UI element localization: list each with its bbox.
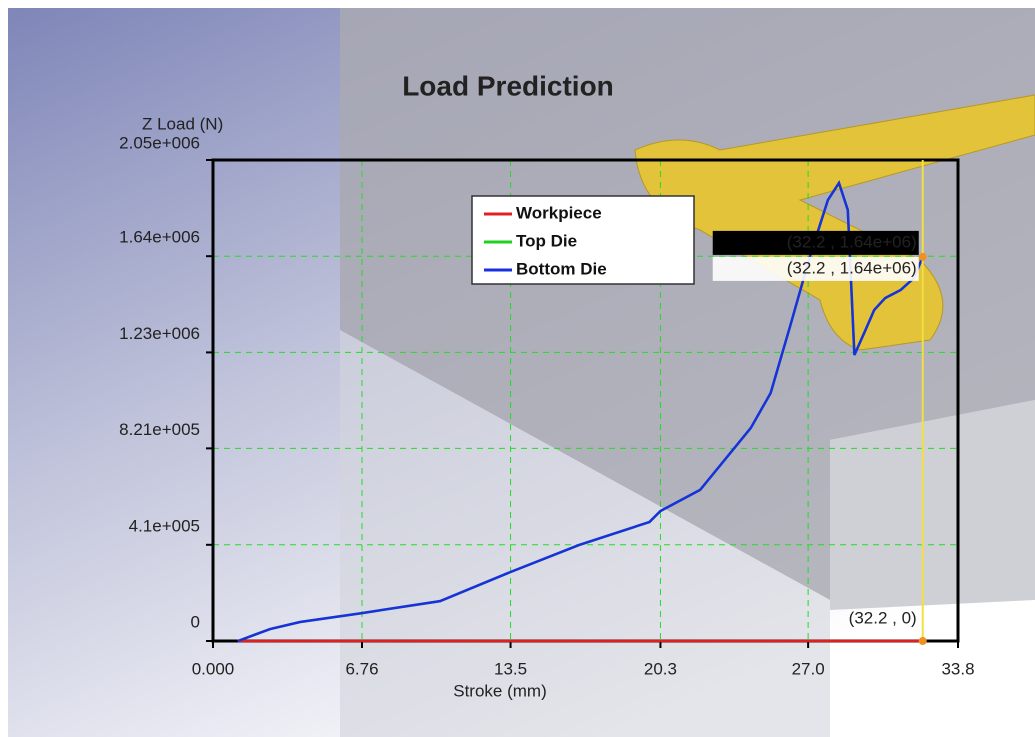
cursor-label: (32.2 , 0) xyxy=(849,608,917,627)
x-tick-label: 0.000 xyxy=(192,659,235,678)
y-tick-label: 2.05e+006 xyxy=(119,133,200,152)
y-tick-label: 4.1e+005 xyxy=(129,516,200,535)
x-tick-label: 13.5 xyxy=(494,659,527,678)
x-tick-label: 6.76 xyxy=(345,659,378,678)
chart-title: Load Prediction xyxy=(402,70,614,101)
x-tick-label: 27.0 xyxy=(792,659,825,678)
cursor-point xyxy=(919,253,927,261)
legend-label: Top Die xyxy=(516,231,577,250)
y-tick-label: 1.23e+006 xyxy=(119,324,200,343)
y-tick-label: 1.64e+006 xyxy=(119,228,200,247)
x-tick-label: 20.3 xyxy=(644,659,677,678)
x-axis-label: Stroke (mm) xyxy=(453,681,547,700)
y-tick-label: 0 xyxy=(191,612,200,631)
x-tick-label: 33.8 xyxy=(941,659,974,678)
legend-label: Workpiece xyxy=(516,203,602,222)
y-axis-label: Z Load (N) xyxy=(142,114,223,133)
legend-label: Bottom Die xyxy=(516,259,607,278)
cursor-point xyxy=(919,637,927,645)
cursor-label: (32.2 , 1.64e+06) xyxy=(787,258,917,277)
cursor-label: (32.2 , 1.64e+06) xyxy=(787,232,917,251)
y-tick-label: 8.21e+005 xyxy=(119,420,200,439)
chart: Load Prediction Z Load (N) Stroke (mm) 0… xyxy=(0,0,1035,737)
